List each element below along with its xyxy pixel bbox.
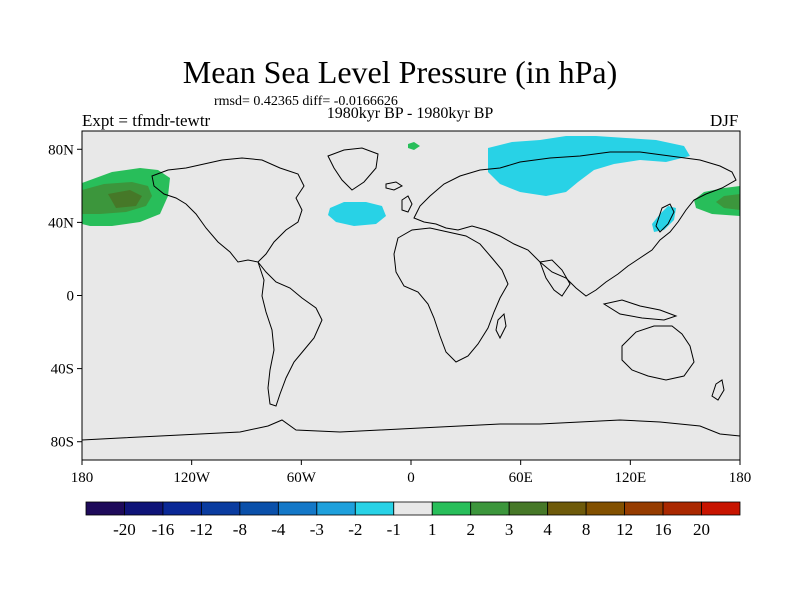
colorbar (85, 501, 741, 516)
lon-tick-label-5: 120E (614, 470, 646, 486)
colorbar-swatch-6 (316, 501, 356, 516)
coastline-madagascar (495, 312, 507, 340)
colorbar-label-14: 16 (655, 520, 672, 539)
positive-anomaly-north-pacific-west-core (108, 190, 142, 208)
lon-tick-label-0: 180 (71, 470, 94, 486)
colorbar-label-0: -20 (113, 520, 136, 539)
lat-tick-label-1: 40N (48, 215, 74, 231)
colorbar-swatch-3 (201, 501, 241, 516)
plot-title: Mean Sea Level Pressure (in hPa) (182, 54, 618, 90)
colorbar-label-6: -2 (348, 520, 362, 539)
colorbar-swatch-12 (547, 501, 587, 516)
lon-tick-label-2: 60W (287, 470, 317, 486)
lon-tick-label-3: 0 (407, 470, 415, 486)
rmsd-diff-stats: rmsd= 0.42365 diff= -0.0166626 (214, 94, 398, 109)
negative-anomaly-japan (652, 206, 676, 232)
colorbar-label-5: -3 (310, 520, 324, 539)
colorbar-swatch-8 (393, 501, 433, 516)
positive-anomaly-north-pacific-east-inner (716, 194, 740, 210)
lon-tick-label-6: 180 (729, 470, 752, 486)
latitude-axis: 80N 40N 0 40S 80S (48, 142, 82, 451)
longitude-axis: 180 120W 60W 0 60E 120E 180 (71, 460, 752, 486)
coastlines (81, 147, 741, 441)
colorbar-swatch-9 (431, 501, 472, 516)
lon-tick-label-4: 60E (509, 470, 533, 486)
colorbar-swatch-2 (162, 501, 202, 516)
colorbar-swatch-10 (470, 501, 510, 516)
colorbar-swatch-7 (354, 501, 395, 516)
colorbar-labels: -20 -16 -12 -8 -4 -3 -2 -1 1 2 3 4 8 12 16 20 (113, 520, 710, 539)
lat-tick-label-3: 40S (51, 362, 74, 378)
coastline-japan (655, 203, 675, 233)
colorbar-swatch-16 (701, 501, 741, 516)
colorbar-swatch-11 (508, 501, 549, 516)
colorbar-label-13: 12 (616, 520, 633, 539)
coastline-uk (401, 195, 413, 213)
negative-anomaly-north-atlantic (328, 202, 386, 226)
coastline-new-zealand (711, 379, 725, 401)
colorbar-swatch-4 (239, 501, 279, 516)
experiment-label: Expt = tfmdr-tewtr (82, 111, 211, 130)
coastline-india (539, 259, 571, 297)
colorbar-label-3: -8 (233, 520, 247, 539)
coastline-indonesia (602, 299, 678, 321)
season-label: DJF (710, 111, 739, 130)
lat-tick-label-0: 80N (48, 142, 74, 158)
anomaly-shading (82, 136, 740, 232)
coastline-greenland (327, 147, 379, 191)
colorbar-swatch-15 (662, 501, 702, 516)
negative-anomaly-eurasia-arctic (488, 136, 690, 196)
colorbar-label-1: -16 (152, 520, 175, 539)
colorbar-label-4: -4 (271, 520, 286, 539)
colorbar-label-2: -12 (190, 520, 213, 539)
colorbar-swatch-13 (585, 501, 625, 516)
coastline-iceland (385, 181, 403, 191)
coastline-australia (621, 325, 695, 381)
period-subtitle: 1980kyr BP - 1980kyr BP (326, 105, 494, 122)
colorbar-swatch-5 (277, 501, 318, 516)
colorbar-label-9: 2 (466, 520, 475, 539)
map-background (82, 131, 740, 460)
colorbar-label-11: 4 (543, 520, 552, 539)
coastline-north-america (151, 157, 305, 263)
coastline-south-america (257, 261, 323, 407)
coastline-antarctica (81, 419, 741, 441)
colorbar-swatch-1 (124, 501, 164, 516)
colorbar-label-15: 20 (693, 520, 710, 539)
lon-tick-label-1: 120W (173, 470, 211, 486)
lat-tick-label-4: 80S (51, 435, 74, 451)
colorbar-label-12: 8 (582, 520, 591, 539)
lat-tick-label-2: 0 (67, 289, 75, 305)
colorbar-swatch-14 (624, 501, 664, 516)
colorbar-swatch-0 (85, 501, 125, 516)
coastline-eurasia (413, 151, 737, 297)
positive-anomaly-greenland (408, 142, 420, 150)
colorbar-label-8: 1 (428, 520, 437, 539)
colorbar-label-10: 3 (505, 520, 514, 539)
coastline-africa (393, 227, 509, 363)
colorbar-label-7: -1 (387, 520, 401, 539)
